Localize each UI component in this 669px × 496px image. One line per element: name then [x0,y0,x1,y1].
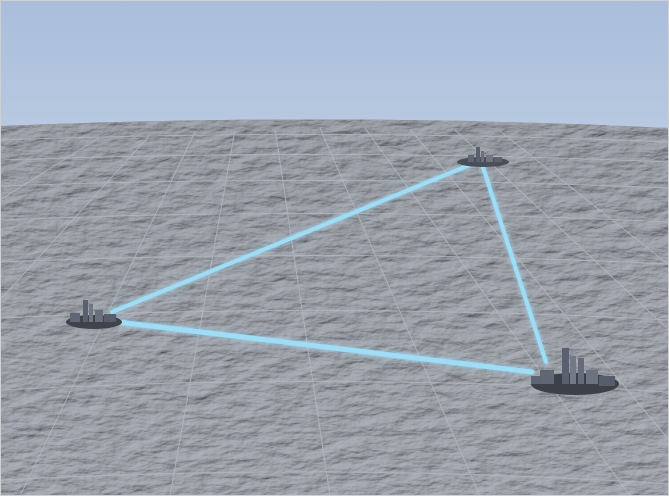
city-left [66,300,122,329]
building [494,157,502,162]
building [540,370,554,384]
grid-line [0,133,669,143]
connections [110,162,548,375]
grid-line [0,134,151,301]
building [599,376,615,386]
building [481,151,484,162]
grid-line [409,128,669,441]
building [70,313,80,322]
grid-line [0,254,669,265]
grid-line [0,179,669,189]
building [562,348,569,384]
grid-line [499,130,669,266]
grid-line [0,471,669,485]
grid-line [0,153,669,163]
grid-line [274,128,331,496]
connection-line [480,162,548,364]
building [89,304,93,322]
building [468,155,474,162]
grid-line [0,309,669,321]
city-right [531,348,619,395]
building [586,370,598,384]
grid-line [319,127,481,496]
connection-line [115,319,535,375]
building [104,314,116,322]
grid-line [169,129,236,496]
building [531,376,541,384]
grid-line [0,136,101,201]
building [486,155,493,162]
grid-line [0,212,669,223]
building [95,310,103,322]
building [578,358,584,384]
terrain-relief [0,119,669,496]
building [83,300,88,322]
building [570,356,576,384]
city-top [457,147,509,167]
connection-line [110,162,474,314]
building [476,147,480,162]
grid [0,127,669,496]
